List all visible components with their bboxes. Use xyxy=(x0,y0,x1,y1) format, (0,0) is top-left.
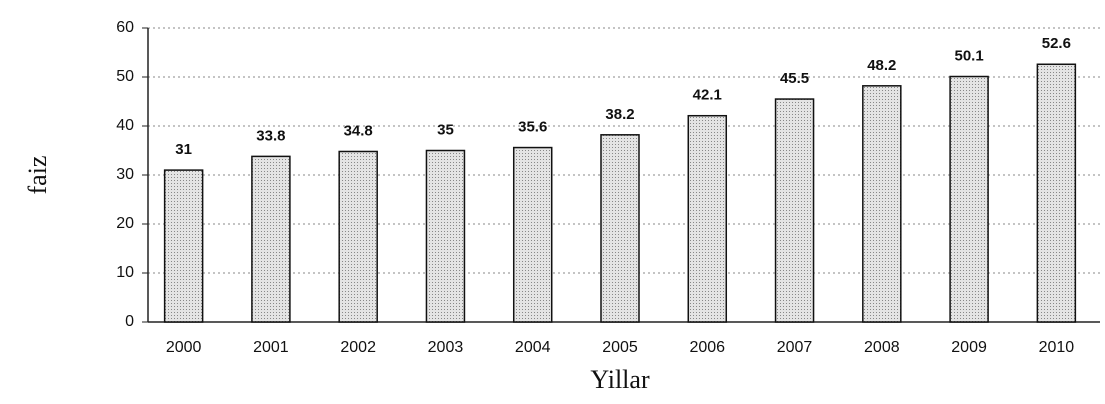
x-tick-label: 2001 xyxy=(253,339,289,356)
value-label: 33.8 xyxy=(256,127,285,144)
value-label: 48.2 xyxy=(867,57,896,74)
y-tick-label: 60 xyxy=(116,19,134,36)
bar xyxy=(687,114,728,323)
bar xyxy=(338,150,378,323)
bar xyxy=(600,134,640,323)
y-tick-label: 10 xyxy=(116,264,134,281)
x-tick-label: 2005 xyxy=(602,339,638,356)
value-label: 31 xyxy=(175,141,192,158)
x-tick-label: 2003 xyxy=(428,339,464,356)
bar xyxy=(1036,63,1077,323)
y-tick-label: 20 xyxy=(116,215,134,232)
value-label: 45.5 xyxy=(780,70,809,87)
y-tick-label: 40 xyxy=(116,117,134,134)
y-axis-label: faiz xyxy=(23,156,52,195)
x-tick-label: 2006 xyxy=(689,339,725,356)
bar xyxy=(512,146,553,323)
value-label: 34.8 xyxy=(344,122,373,139)
value-label: 35.6 xyxy=(518,119,547,136)
x-tick-label: 2004 xyxy=(515,339,551,356)
x-tick-label: 2009 xyxy=(951,339,987,356)
bar xyxy=(163,169,204,323)
bar xyxy=(425,149,466,323)
x-tick-label: 2008 xyxy=(864,339,900,356)
value-label: 52.6 xyxy=(1042,35,1071,52)
value-label: 35 xyxy=(437,121,454,138)
y-tick-label: 50 xyxy=(116,68,134,85)
y-tick-label: 30 xyxy=(116,166,134,183)
value-label: 38.2 xyxy=(605,106,634,123)
value-label: 42.1 xyxy=(693,87,722,104)
bar xyxy=(774,98,815,323)
x-tick-label: 2002 xyxy=(340,339,376,356)
bar xyxy=(862,85,902,323)
y-tick-label: 0 xyxy=(125,313,134,330)
bar xyxy=(251,155,291,323)
x-axis-label: Yillar xyxy=(590,365,650,394)
bar xyxy=(949,75,989,323)
x-tick-label: 2000 xyxy=(166,339,202,356)
x-tick-label: 2010 xyxy=(1039,339,1075,356)
x-tick-label: 2007 xyxy=(777,339,813,356)
value-label: 50.1 xyxy=(954,47,983,64)
